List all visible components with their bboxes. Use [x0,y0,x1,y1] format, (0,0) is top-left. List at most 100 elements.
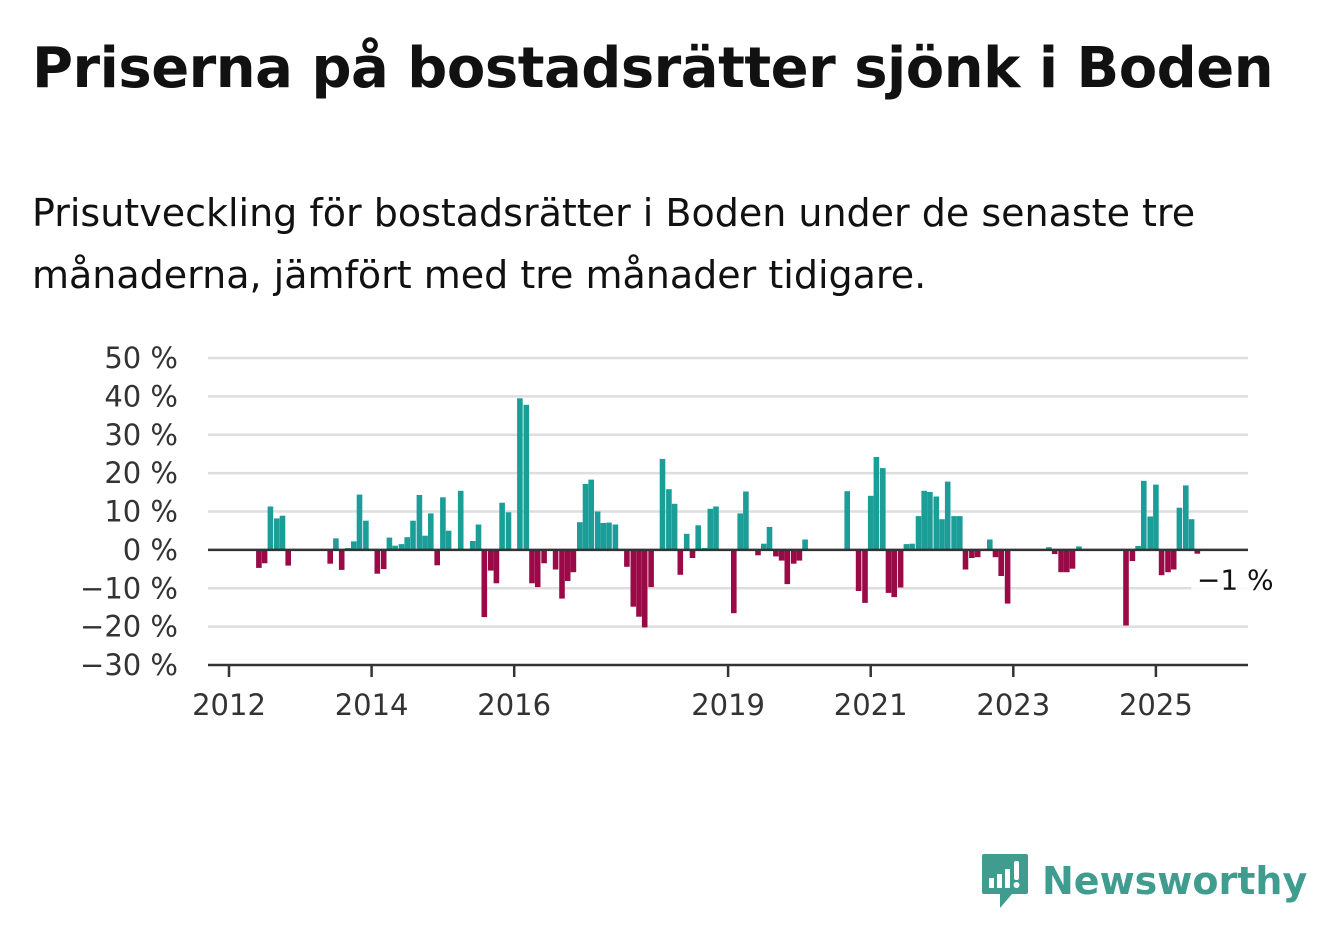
bar [256,549,262,568]
bar [630,549,637,607]
bar [773,549,779,557]
bar [481,549,488,618]
last-value-backdrop [1191,562,1280,599]
bar [541,549,547,564]
bar-chart: 50 % 40 % 30 % 20 % 10 % 0 % −10 % −20 % −30 % 2… [80,341,1280,722]
bar [1153,484,1159,550]
bar [570,549,577,573]
bar [363,520,369,550]
bar [1141,480,1147,550]
grid-lines [208,356,1248,628]
bar [475,524,482,550]
bar [279,515,286,550]
bar [588,479,594,550]
bar [274,518,280,550]
newsworthy-logo-icon [982,854,1028,908]
bar [392,545,398,550]
y-tick-label: 0 % [123,533,178,567]
bar [380,549,387,570]
bar [683,533,690,550]
bar [351,541,357,550]
bar [523,404,530,550]
bar [784,549,791,585]
bar [386,537,393,550]
bar [713,506,719,550]
bar [969,549,975,558]
bar [1123,549,1129,626]
bar [844,491,850,550]
bar [1194,549,1201,554]
bar [457,490,464,550]
bar [707,508,714,550]
bar [285,549,291,566]
bar [1170,549,1177,570]
y-tick-label: 30 % [104,418,178,452]
bar [1004,549,1011,604]
bar [897,549,904,588]
newsworthy-logo: Newsworthy [980,852,1307,910]
bar [434,549,440,566]
bar [885,549,892,593]
bar [505,512,512,550]
bars [208,398,1248,628]
y-tick-label: −20 % [80,610,178,644]
x-tick-label: 2025 [1119,688,1193,722]
bar [534,549,541,588]
bar [600,523,607,550]
bar [1135,546,1141,550]
bar [755,549,761,556]
bar [1147,516,1153,550]
bar [577,522,583,550]
bar [677,549,684,575]
bar [1188,519,1195,550]
bar [695,525,701,550]
bar [493,549,500,584]
x-tick-label: 2019 [691,688,765,722]
bar [445,530,452,550]
bar [962,549,969,570]
bar [1058,549,1064,573]
bar [1046,547,1052,550]
bar [338,549,345,570]
bar [1064,549,1070,573]
bar [594,511,601,550]
bar [440,497,446,550]
bar [987,539,993,550]
bar [559,549,565,599]
bar [992,549,999,558]
bar [1176,507,1183,550]
bar [737,513,743,550]
bar [404,537,410,550]
bar [659,458,666,550]
x-tick-label: 2016 [477,688,551,722]
bar [939,519,945,550]
x-axis: 2012 2014 2016 2019 2021 2023 2025 [192,663,1248,722]
chart-subtitle: Prisutveckling för bostadsrätter i Boden… [32,191,1196,297]
x-tick-label: 2012 [192,688,266,722]
bar [517,398,523,550]
bar [612,524,619,550]
bar [689,549,696,558]
bar [761,543,767,550]
bar [915,516,922,550]
bar [796,549,803,561]
bar [624,549,630,567]
bar [855,549,862,591]
y-tick-label: −30 % [80,648,178,682]
bar [998,549,1004,576]
bar [582,483,589,550]
bar [933,496,940,550]
y-tick-label: 50 % [104,341,178,375]
bar [666,489,672,550]
bar [529,549,535,584]
bar [648,549,654,588]
bar [880,468,886,550]
bar [398,544,405,550]
bar [802,539,808,550]
bar [470,541,476,550]
y-axis: 50 % 40 % 30 % 20 % 10 % 0 % −10 % −20 % −30 % [80,341,178,682]
bar [731,549,737,614]
bar [891,549,897,598]
bar [636,549,642,617]
bar [416,495,423,550]
